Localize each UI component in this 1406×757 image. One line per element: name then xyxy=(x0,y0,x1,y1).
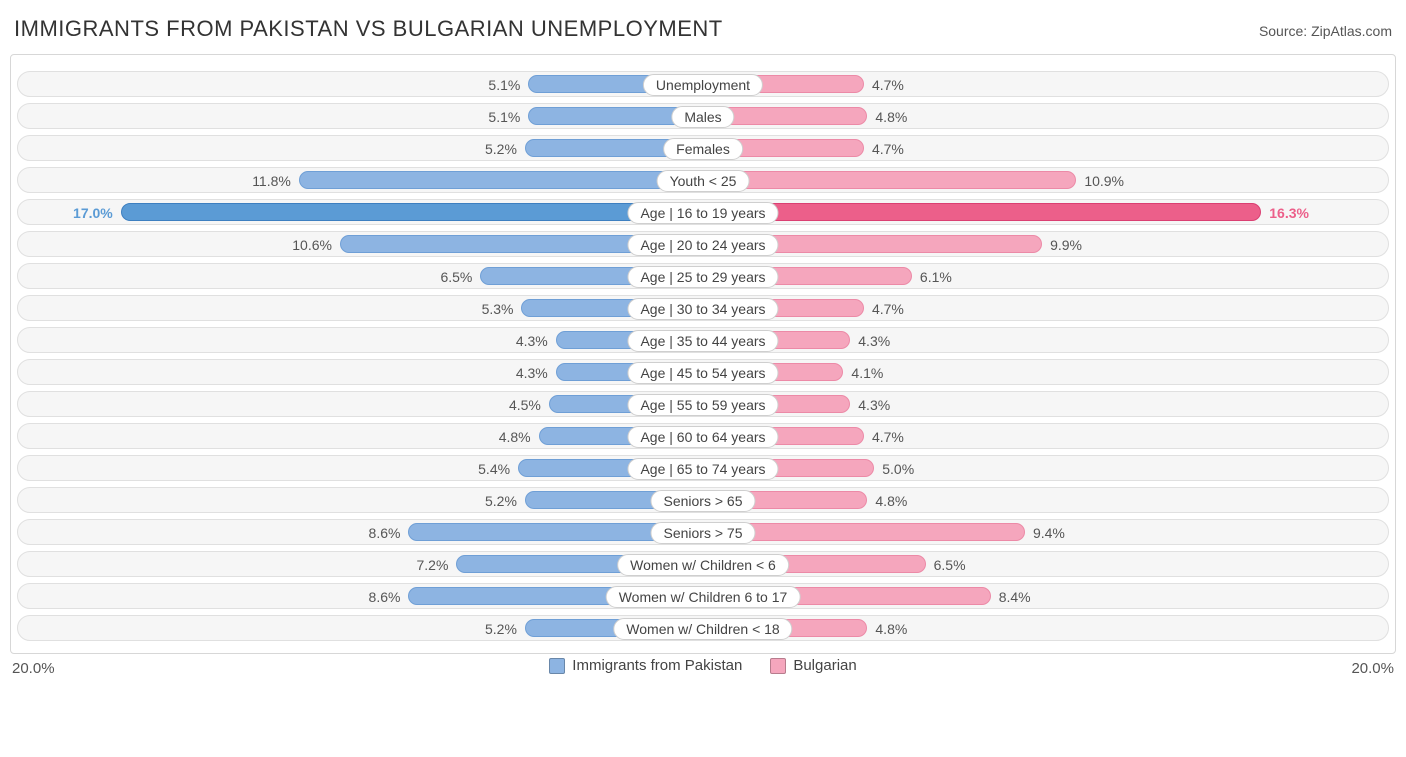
legend: Immigrants from Pakistan Bulgarian xyxy=(10,657,1396,674)
chart-row: 5.2% 4.8% Women w/ Children < 18 xyxy=(17,615,1389,641)
chart-row: 7.2% 6.5% Women w/ Children < 6 xyxy=(17,551,1389,577)
chart-row: 10.6% 9.9% Age | 20 to 24 years xyxy=(17,231,1389,257)
legend-item-right: Bulgarian xyxy=(770,657,856,674)
source-name: ZipAtlas.com xyxy=(1311,23,1392,39)
value-left: 5.4% xyxy=(478,456,510,482)
chart-header: IMMIGRANTS FROM PAKISTAN VS BULGARIAN UN… xyxy=(10,8,1396,54)
chart-row: 5.1% 4.7% Unemployment xyxy=(17,71,1389,97)
chart-row: 5.1% 4.8% Males xyxy=(17,103,1389,129)
row-label: Unemployment xyxy=(643,74,763,96)
value-left: 11.8% xyxy=(252,168,291,194)
row-label: Youth < 25 xyxy=(657,170,750,192)
value-left: 4.3% xyxy=(516,328,548,354)
row-label: Age | 30 to 34 years xyxy=(627,298,778,320)
source-prefix: Source: xyxy=(1259,23,1311,39)
chart-row: 4.5% 4.3% Age | 55 to 59 years xyxy=(17,391,1389,417)
value-right: 4.7% xyxy=(872,296,904,322)
value-left: 5.3% xyxy=(482,296,514,322)
legend-item-left: Immigrants from Pakistan xyxy=(549,657,742,674)
axis-max-left: 20.0% xyxy=(12,660,55,677)
value-right: 4.7% xyxy=(872,136,904,162)
chart-row: 17.0% 16.3% Age | 16 to 19 years xyxy=(17,199,1389,225)
axis-max-right: 20.0% xyxy=(1351,660,1394,677)
row-label: Age | 16 to 19 years xyxy=(627,202,778,224)
row-label: Age | 55 to 59 years xyxy=(627,394,778,416)
row-label: Age | 65 to 74 years xyxy=(627,458,778,480)
value-right: 4.8% xyxy=(875,488,907,514)
legend-label-right: Bulgarian xyxy=(793,657,856,674)
value-left: 7.2% xyxy=(416,552,448,578)
value-left: 5.2% xyxy=(485,616,517,642)
chart-row: 5.2% 4.8% Seniors > 65 xyxy=(17,487,1389,513)
bar-right xyxy=(703,203,1261,221)
value-left: 8.6% xyxy=(369,520,401,546)
chart-row: 6.5% 6.1% Age | 25 to 29 years xyxy=(17,263,1389,289)
value-right: 6.5% xyxy=(934,552,966,578)
chart-row: 5.2% 4.7% Females xyxy=(17,135,1389,161)
value-left: 10.6% xyxy=(292,232,332,258)
row-label: Age | 45 to 54 years xyxy=(627,362,778,384)
value-right: 4.3% xyxy=(858,328,890,354)
row-label: Males xyxy=(671,106,734,128)
bar-left xyxy=(121,203,703,221)
chart-source: Source: ZipAtlas.com xyxy=(1259,23,1392,39)
legend-swatch-left xyxy=(549,658,565,674)
value-right: 4.8% xyxy=(875,616,907,642)
row-label: Age | 20 to 24 years xyxy=(627,234,778,256)
row-label: Age | 60 to 64 years xyxy=(627,426,778,448)
value-right: 8.4% xyxy=(999,584,1031,610)
bar-left xyxy=(299,171,703,189)
chart-title: IMMIGRANTS FROM PAKISTAN VS BULGARIAN UN… xyxy=(14,16,723,42)
value-left: 5.2% xyxy=(485,488,517,514)
chart-row: 5.3% 4.7% Age | 30 to 34 years xyxy=(17,295,1389,321)
diverging-bar-chart: 5.1% 4.7% Unemployment 5.1% 4.8% Males 5.2% 4.7… xyxy=(10,54,1396,654)
chart-row: 8.6% 8.4% Women w/ Children 6 to 17 xyxy=(17,583,1389,609)
row-label: Women w/ Children < 18 xyxy=(613,618,792,640)
row-label: Seniors > 75 xyxy=(651,522,756,544)
legend-label-left: Immigrants from Pakistan xyxy=(572,657,742,674)
bar-right xyxy=(703,171,1076,189)
value-right: 5.0% xyxy=(882,456,914,482)
value-right: 6.1% xyxy=(920,264,952,290)
value-right: 4.7% xyxy=(872,72,904,98)
chart-row: 8.6% 9.4% Seniors > 75 xyxy=(17,519,1389,545)
value-left: 4.8% xyxy=(499,424,531,450)
value-left: 4.5% xyxy=(509,392,541,418)
row-label: Women w/ Children < 6 xyxy=(617,554,789,576)
row-label: Women w/ Children 6 to 17 xyxy=(606,586,801,608)
value-left: 5.2% xyxy=(485,136,517,162)
value-left: 5.1% xyxy=(488,104,520,130)
value-right: 4.8% xyxy=(875,104,907,130)
chart-row: 4.3% 4.1% Age | 45 to 54 years xyxy=(17,359,1389,385)
legend-swatch-right xyxy=(770,658,786,674)
value-right: 4.7% xyxy=(872,424,904,450)
value-right: 9.4% xyxy=(1033,520,1065,546)
row-label: Age | 25 to 29 years xyxy=(627,266,778,288)
row-label: Seniors > 65 xyxy=(651,490,756,512)
row-label: Age | 35 to 44 years xyxy=(627,330,778,352)
chart-row: 4.8% 4.7% Age | 60 to 64 years xyxy=(17,423,1389,449)
value-right: 9.9% xyxy=(1050,232,1082,258)
value-left: 5.1% xyxy=(488,72,520,98)
value-left: 8.6% xyxy=(369,584,401,610)
value-right: 4.3% xyxy=(858,392,890,418)
value-right: 4.1% xyxy=(851,360,883,386)
value-left: 4.3% xyxy=(516,360,548,386)
chart-row: 4.3% 4.3% Age | 35 to 44 years xyxy=(17,327,1389,353)
value-right: 16.3% xyxy=(1269,200,1309,226)
value-left: 6.5% xyxy=(440,264,472,290)
value-left: 17.0% xyxy=(73,200,113,226)
row-label: Females xyxy=(663,138,743,160)
chart-row: 5.4% 5.0% Age | 65 to 74 years xyxy=(17,455,1389,481)
value-right: 10.9% xyxy=(1084,168,1124,194)
chart-row: 11.8% 10.9% Youth < 25 xyxy=(17,167,1389,193)
